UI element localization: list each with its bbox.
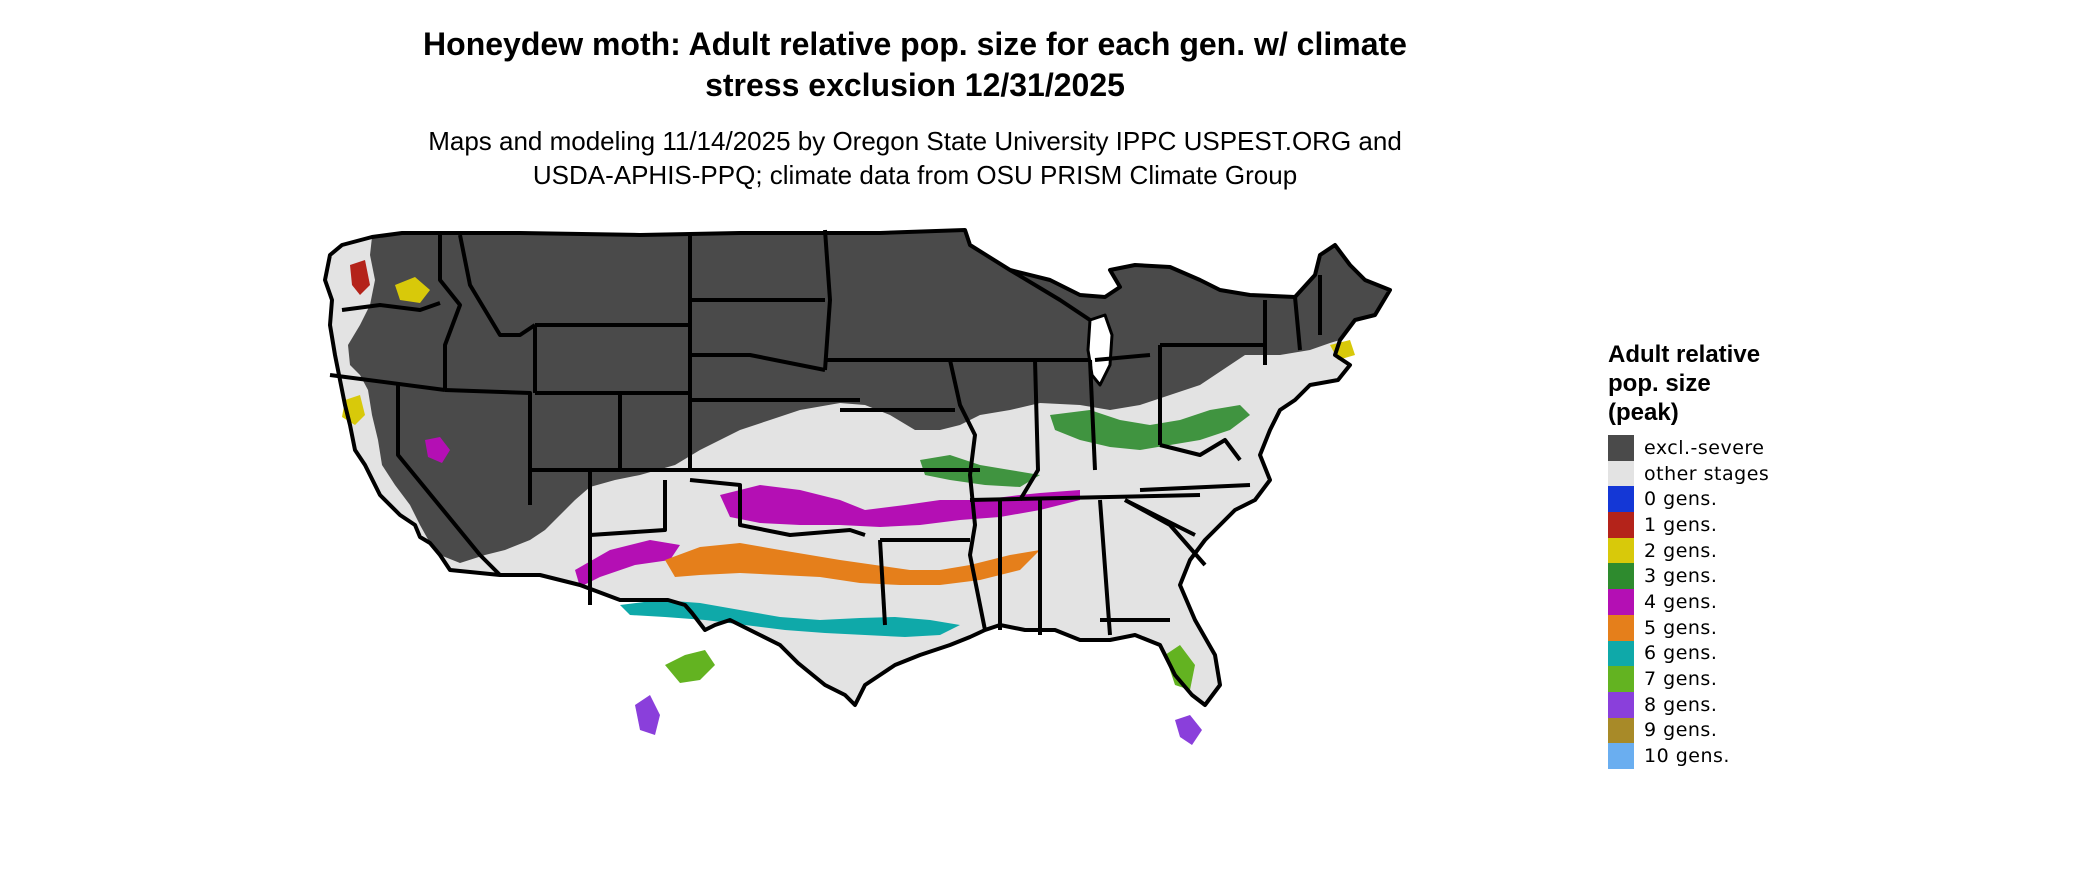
legend-label: 8 gens.	[1644, 693, 1718, 716]
legend-item: 1 gens.	[1608, 512, 1818, 538]
map-title-line-2: stress exclusion 12/31/2025	[705, 67, 1125, 103]
legend-swatch	[1608, 640, 1634, 667]
border-az-ca	[478, 553, 502, 577]
legend-swatch	[1608, 460, 1634, 487]
legend-item: 9 gens.	[1608, 717, 1818, 744]
legend-title: Adult relative pop. size (peak)	[1608, 340, 1818, 427]
border-mi-ohio	[1094, 353, 1151, 362]
map-title: Honeydew moth: Adult relative pop. size …	[0, 24, 1830, 106]
border-ok-tx	[689, 478, 866, 537]
border-nc-sc	[1124, 498, 1196, 537]
state-boundaries	[323, 228, 1392, 707]
legend-swatch	[1608, 537, 1634, 564]
legend-swatch	[1608, 666, 1634, 692]
border-ca-nv	[396, 385, 482, 557]
border-ky-tn	[969, 493, 1201, 502]
border-mn-nd	[823, 229, 832, 371]
legend-label: 3 gens.	[1644, 565, 1718, 588]
excluded-region	[348, 230, 1390, 563]
legend-item: 0 gens.	[1608, 486, 1818, 513]
legend-label: 2 gens.	[1644, 539, 1718, 562]
legend-item: excl.-severe	[1608, 435, 1818, 461]
legend-label: 5 gens.	[1644, 616, 1718, 639]
border-il-in	[1018, 359, 1040, 502]
generation-zones	[342, 260, 1355, 745]
legend-item: 8 gens.	[1608, 691, 1818, 718]
border-nv-ut	[444, 388, 532, 505]
legend-label: 7 gens.	[1644, 668, 1718, 691]
zone-8-gens-texas	[635, 695, 660, 735]
legend-list: excl.-severe other stages 0 gens. 1 gens…	[1608, 435, 1818, 769]
border-ny-ne	[1263, 275, 1322, 365]
zone-5-gens-band	[665, 543, 1040, 585]
legend-swatch	[1608, 743, 1634, 769]
map-subtitle: Maps and modeling 11/14/2025 by Oregon S…	[0, 124, 1830, 192]
zone-3-gens-north	[1050, 405, 1250, 450]
legend-label: 10 gens.	[1644, 745, 1730, 768]
legend-label: 1 gens.	[1644, 513, 1718, 536]
title-block: Honeydew moth: Adult relative pop. size …	[0, 24, 1830, 192]
us-outline	[323, 228, 1392, 707]
zone-4-gens-sw	[575, 540, 680, 587]
legend-label: excl.-severe	[1644, 436, 1765, 459]
legend-label: 9 gens.	[1644, 719, 1718, 742]
legend-item: 4 gens.	[1608, 589, 1818, 615]
legend-item: 10 gens.	[1608, 743, 1818, 769]
legend-title-line-3: (peak)	[1608, 399, 1679, 426]
legend-item: other stages	[1608, 460, 1818, 487]
legend-item: 3 gens.	[1608, 563, 1818, 590]
legend-swatch	[1608, 486, 1634, 513]
legend-swatch	[1608, 563, 1634, 590]
legend-swatch	[1608, 614, 1634, 641]
border-wa-or	[341, 301, 441, 312]
border-tx-nm	[589, 480, 667, 537]
legend-item: 7 gens.	[1608, 666, 1818, 692]
map-subtitle-line-2: USDA-APHIS-PPQ; climate data from OSU PR…	[532, 160, 1298, 190]
zone-7-gens-florida	[1165, 645, 1195, 690]
zone-4-gens-band	[720, 485, 1080, 527]
border-tn-al-ga	[1038, 499, 1112, 636]
border-sd-ne	[690, 353, 826, 372]
legend-title-line-1: Adult relative	[1608, 341, 1761, 368]
legend-swatch	[1608, 691, 1634, 718]
border-id-mt	[458, 234, 537, 337]
border-in-oh	[1088, 359, 1097, 471]
legend-swatch	[1608, 589, 1634, 615]
map-title-line-1: Honeydew moth: Adult relative pop. size …	[423, 26, 1407, 62]
legend-label: 6 gens.	[1644, 642, 1718, 665]
map-subtitle-line-1: Maps and modeling 11/14/2025 by Oregon S…	[428, 126, 1402, 156]
border-mi-wi	[1008, 268, 1092, 322]
border-or-ca	[329, 373, 446, 392]
legend-swatch	[1608, 435, 1634, 461]
legend-label: other stages	[1644, 462, 1770, 485]
us-map	[323, 228, 1392, 745]
zone-6-gens-band	[620, 600, 960, 637]
legend-swatch	[1608, 717, 1634, 744]
legend: Adult relative pop. size (peak) excl.-se…	[1608, 340, 1818, 769]
legend-swatch	[1608, 512, 1634, 538]
zone-2-gens-pnw	[395, 277, 430, 303]
legend-label: 0 gens.	[1644, 488, 1718, 511]
zone-8-gens-florida	[1175, 715, 1202, 745]
legend-label: 4 gens.	[1644, 590, 1718, 613]
border-or-idaho	[438, 235, 462, 390]
legend-item: 6 gens.	[1608, 640, 1818, 667]
border-va-nc	[1139, 483, 1251, 492]
zone-4-gens-west	[425, 437, 450, 463]
legend-title-line-2: pop. size	[1608, 370, 1711, 397]
zone-7-gens-texas	[665, 650, 715, 683]
lake-michigan	[1086, 313, 1114, 387]
border-wv-va	[1159, 438, 1242, 462]
legend-item: 5 gens.	[1608, 614, 1818, 641]
zone-1-gens-coast	[350, 260, 370, 295]
border-la-tx	[878, 539, 887, 626]
legend-item: 2 gens.	[1608, 537, 1818, 564]
